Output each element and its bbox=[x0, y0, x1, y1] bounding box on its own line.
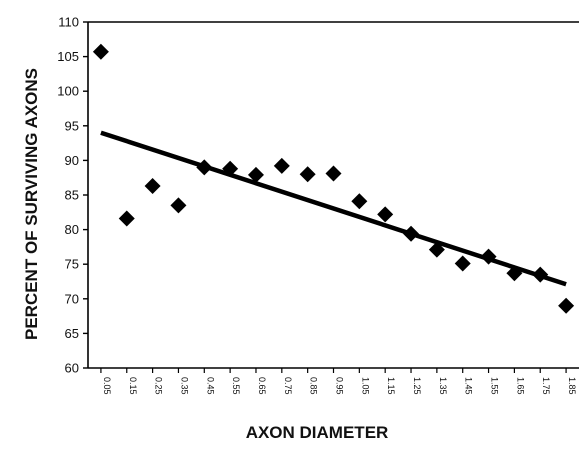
y-axis-title: PERCENT OF SURVIVING AXONS bbox=[22, 68, 41, 340]
x-axis-ticks: 0.05 0.15 0.25 0.35 0.45 0.55 0.65 0.75 0.85 0.95… bbox=[100, 368, 577, 395]
data-point bbox=[325, 165, 342, 182]
data-point bbox=[170, 197, 187, 214]
x-tick-label: 1.65 bbox=[515, 377, 525, 395]
data-point bbox=[92, 43, 109, 60]
data-point bbox=[273, 157, 290, 174]
x-tick-label: 1.05 bbox=[360, 377, 370, 395]
trendline bbox=[100, 130, 567, 287]
y-tick-label: 70 bbox=[65, 291, 79, 306]
x-axis-title: AXON DIAMETER bbox=[246, 423, 389, 442]
y-tick-label: 95 bbox=[65, 118, 79, 133]
x-tick-label: 1.35 bbox=[438, 377, 448, 395]
data-point bbox=[196, 159, 213, 176]
x-tick-label: 0.85 bbox=[309, 377, 319, 395]
data-point bbox=[144, 178, 161, 195]
y-tick-label: 65 bbox=[65, 326, 79, 341]
y-tick-label: 110 bbox=[58, 15, 79, 30]
data-point bbox=[118, 210, 135, 227]
y-tick-label: 60 bbox=[65, 361, 79, 376]
x-tick-label: 1.55 bbox=[490, 377, 500, 395]
y-tick-label: 90 bbox=[65, 153, 79, 168]
data-point bbox=[454, 255, 471, 272]
x-tick-label: 1.15 bbox=[386, 377, 396, 395]
x-tick-label: 1.85 bbox=[567, 377, 577, 395]
data-point bbox=[506, 265, 523, 282]
data-point bbox=[377, 206, 394, 223]
x-tick-label: 0.95 bbox=[335, 377, 345, 395]
plot-frame bbox=[87, 21, 579, 369]
x-tick-label: 0.05 bbox=[102, 377, 112, 395]
data-point bbox=[222, 160, 239, 177]
x-tick-label: 0.75 bbox=[283, 377, 293, 395]
x-tick-label: 0.25 bbox=[154, 377, 164, 395]
y-tick-label: 80 bbox=[65, 222, 79, 237]
data-point bbox=[299, 166, 316, 183]
x-tick-label: 0.65 bbox=[257, 377, 267, 395]
x-tick-label: 0.45 bbox=[205, 377, 215, 395]
y-tick-label: 100 bbox=[57, 84, 79, 99]
x-tick-label: 1.75 bbox=[541, 377, 551, 395]
data-point bbox=[247, 166, 264, 183]
y-tick-label: 105 bbox=[57, 49, 79, 64]
data-points bbox=[92, 43, 575, 314]
data-point bbox=[403, 225, 420, 242]
y-tick-label: 85 bbox=[65, 188, 79, 203]
trendline-group bbox=[100, 130, 567, 287]
x-tick-label: 1.25 bbox=[412, 377, 422, 395]
x-tick-label: 0.15 bbox=[128, 377, 138, 395]
data-point bbox=[480, 248, 497, 265]
data-point bbox=[532, 266, 549, 283]
x-tick-label: 0.55 bbox=[231, 377, 241, 395]
x-tick-label: 0.35 bbox=[179, 377, 189, 395]
y-tick-label: 75 bbox=[65, 257, 79, 272]
x-tick-label: 1.45 bbox=[464, 377, 474, 395]
y-axis-ticks: 60 65 70 75 80 85 90 95 100 105 110 bbox=[57, 15, 88, 376]
data-point bbox=[351, 193, 368, 210]
data-point bbox=[558, 297, 575, 314]
data-point bbox=[428, 241, 445, 258]
